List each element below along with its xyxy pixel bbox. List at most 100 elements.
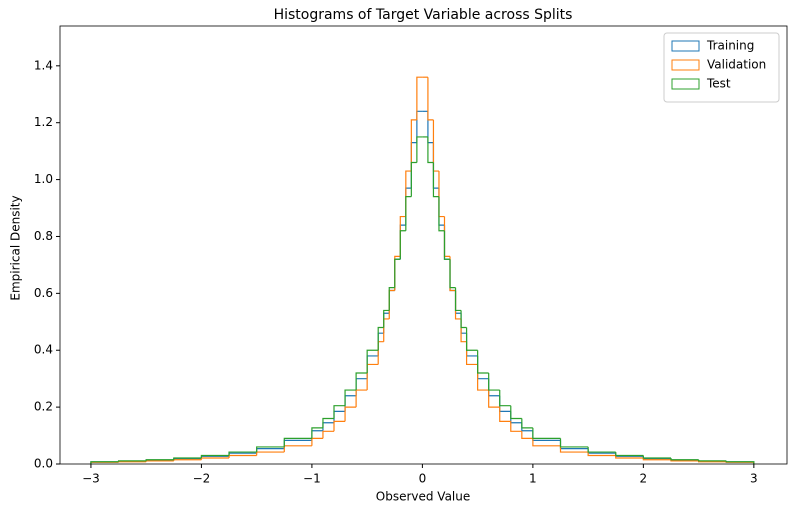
- histogram-step: [394, 258, 401, 291]
- histogram-step: [388, 287, 395, 311]
- histogram-step: [443, 225, 451, 260]
- histogram-step: [449, 259, 456, 292]
- histogram-step: [283, 439, 312, 449]
- histogram-step: [454, 290, 462, 320]
- histogram-step: [725, 460, 755, 464]
- y-axis-label: Empirical Density: [9, 195, 23, 300]
- histogram-step: [90, 461, 119, 464]
- histogram-step: [488, 378, 500, 397]
- histogram-step: [283, 445, 312, 453]
- histogram-step: [499, 395, 511, 412]
- y-tick-label: 0.0: [34, 457, 53, 471]
- histogram-step: [670, 458, 699, 461]
- legend-swatch: [671, 78, 700, 90]
- histogram-step: [388, 289, 395, 319]
- histogram-step: [405, 196, 412, 231]
- histogram-step: [355, 389, 368, 408]
- histogram-step: [173, 459, 202, 461]
- histogram-step: [559, 438, 589, 448]
- histogram-step: [283, 437, 312, 447]
- histogram-step: [383, 309, 390, 328]
- histogram-step: [416, 76, 423, 120]
- histogram-step: [460, 318, 467, 343]
- x-tick-label: 0: [419, 472, 427, 486]
- histogram-step: [454, 287, 462, 312]
- histogram-step: [460, 313, 467, 334]
- histogram-step: [477, 355, 489, 380]
- y-tick-label: 1.4: [34, 58, 53, 72]
- histogram-step: [388, 289, 395, 314]
- histogram-step: [477, 364, 489, 391]
- y-tick-label: 0.4: [34, 343, 53, 357]
- histogram-step: [344, 406, 357, 422]
- histogram-step: [587, 446, 616, 453]
- histogram-step: [510, 411, 522, 424]
- legend-swatch: [671, 59, 700, 71]
- chart-title: Histograms of Target Variable across Spl…: [274, 7, 573, 23]
- x-tick-label: −1: [303, 472, 321, 486]
- histogram-step: [521, 422, 533, 432]
- histogram-step: [322, 417, 335, 428]
- histogram-step: [311, 437, 323, 446]
- histogram-step: [443, 230, 451, 260]
- histogram-step: [438, 171, 445, 218]
- histogram-step: [228, 451, 257, 456]
- histogram-step: [532, 427, 561, 440]
- histogram-step: [427, 77, 434, 121]
- histogram-step: [427, 136, 434, 164]
- histogram-step: [410, 161, 417, 197]
- histogram-step: [427, 111, 434, 144]
- histogram-step: [477, 350, 489, 374]
- histogram-step: [438, 196, 445, 232]
- histogram-step: [117, 460, 147, 462]
- histogram-step: [399, 215, 406, 257]
- histogram-step: [510, 405, 522, 420]
- histogram-step: [344, 395, 357, 412]
- histogram-step: [394, 258, 401, 288]
- histogram-step: [587, 452, 616, 457]
- histogram-step: [521, 431, 533, 440]
- histogram-step: [443, 216, 451, 257]
- plot-frame: [59, 25, 788, 465]
- histogram-step: [173, 457, 202, 460]
- histogram-step: [355, 372, 368, 391]
- histogram-step: [449, 259, 456, 289]
- histogram-step: [366, 355, 379, 379]
- histogram-step: [488, 372, 500, 391]
- y-tick-label: 1.2: [34, 115, 53, 129]
- histogram-step: [432, 142, 439, 189]
- histogram-step: [256, 446, 285, 453]
- histogram-step: [416, 110, 423, 143]
- histogram-step: [499, 407, 511, 422]
- histogram-step: [416, 136, 423, 163]
- x-tick-label: 3: [750, 472, 758, 486]
- y-tick-label: 0.2: [34, 400, 53, 414]
- histogram-step: [465, 341, 478, 366]
- histogram-step: [559, 445, 589, 453]
- histogram-step: [532, 438, 561, 447]
- histogram-step: [377, 332, 384, 356]
- histogram-step: [488, 390, 500, 408]
- x-axis-label: Observed Value: [376, 490, 471, 504]
- histogram-step: [383, 318, 390, 342]
- histogram-step: [465, 327, 478, 351]
- histogram-step: [228, 454, 257, 459]
- histogram-step: [432, 119, 439, 172]
- histogram-step: [200, 457, 230, 460]
- histogram-step: [145, 459, 174, 461]
- histogram-step: [366, 363, 379, 391]
- histogram-step: [399, 230, 406, 260]
- histogram-step: [410, 119, 417, 172]
- legend-label: Validation: [707, 58, 766, 72]
- histogram-step: [449, 256, 456, 292]
- histogram-step: [405, 170, 412, 217]
- histogram-step: [521, 418, 533, 429]
- x-tick-label: −3: [82, 472, 100, 486]
- legend-swatch: [671, 40, 700, 52]
- histogram-step: [460, 310, 467, 329]
- y-tick-label: 0.6: [34, 286, 53, 300]
- x-tick-label: 2: [640, 472, 648, 486]
- histogram-step: [615, 455, 644, 459]
- histogram-step: [117, 461, 147, 463]
